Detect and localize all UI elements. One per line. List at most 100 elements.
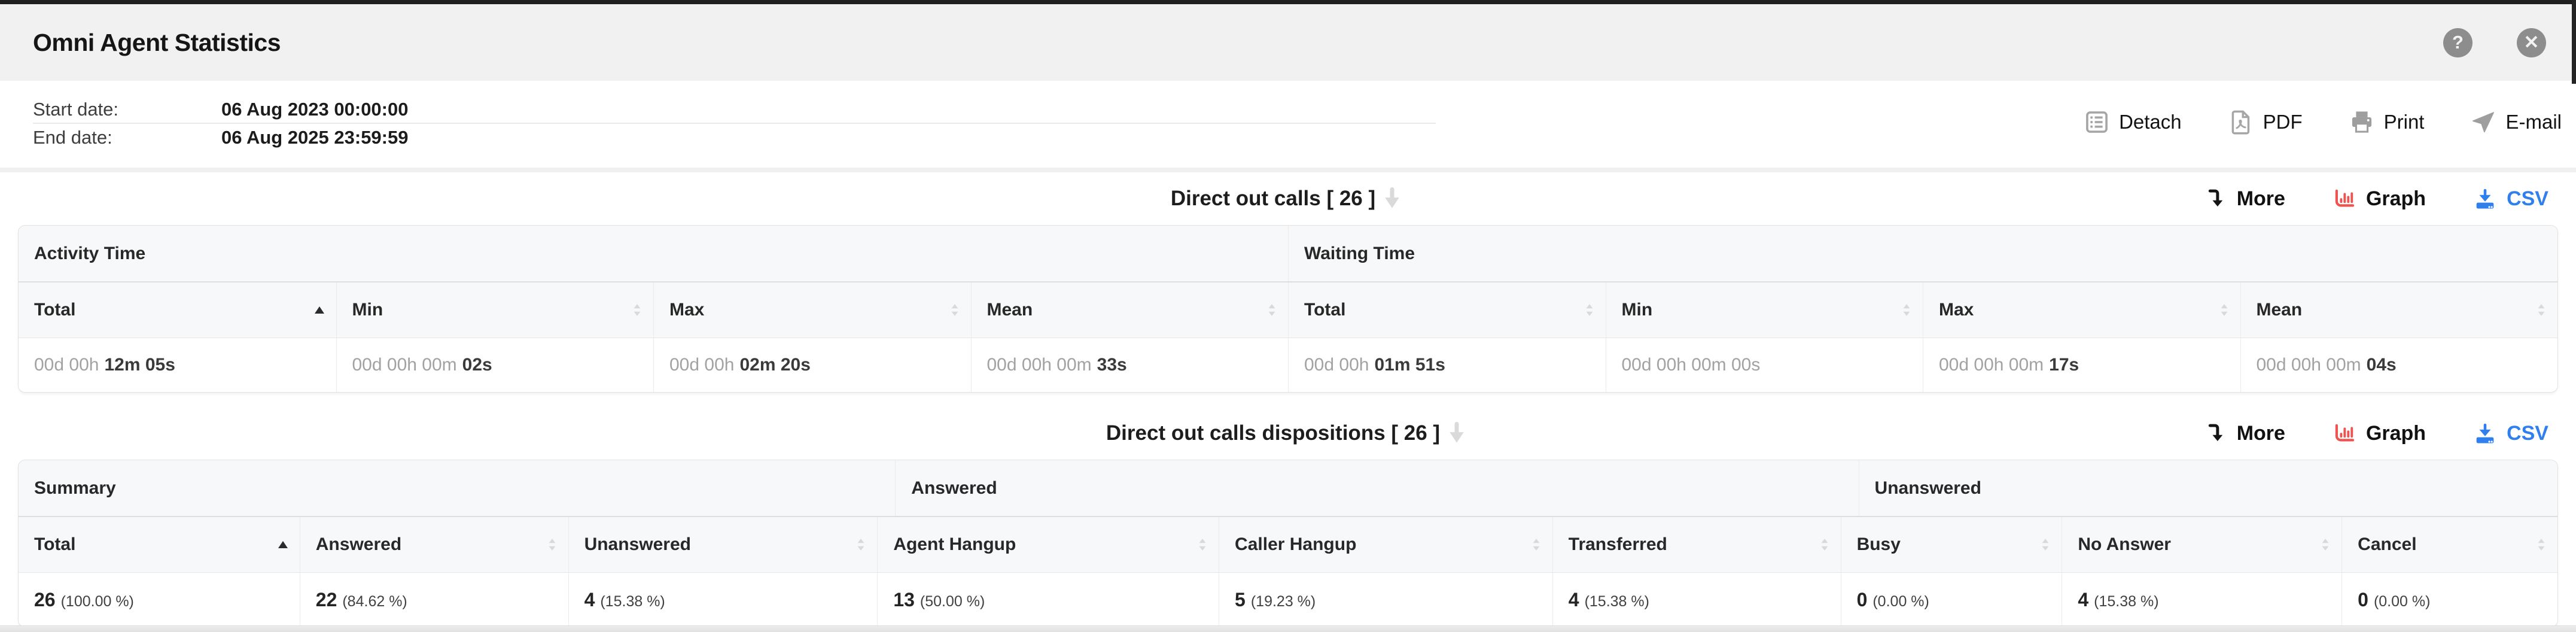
sort-icon	[2040, 537, 2051, 552]
graph-icon	[2332, 421, 2357, 446]
column-header-cancel[interactable]: Cancel	[2341, 517, 2557, 572]
window-top-edge	[0, 0, 2576, 4]
pdf-label: PDF	[2263, 111, 2303, 133]
panel-separator	[0, 168, 2576, 172]
close-icon: ✕	[2523, 32, 2540, 53]
graph-button[interactable]: Graph	[2332, 186, 2426, 211]
sort-icon	[1901, 303, 1912, 317]
more-label: More	[2236, 421, 2285, 445]
column-header-busy[interactable]: Busy	[1840, 517, 2062, 572]
start-date-label: Start date:	[33, 99, 119, 120]
print-button[interactable]: Print	[2348, 108, 2425, 136]
direct-out-calls-table: Activity Time Waiting Time Total Min Max…	[18, 225, 2558, 393]
column-header-max[interactable]: Max	[1923, 282, 2240, 338]
cell-total: 26 (100.00 %)	[34, 589, 134, 610]
cell-activity-max: 00d 00h 02m 20s	[653, 338, 971, 392]
csv-button[interactable]: CSV	[2473, 186, 2548, 211]
sort-icon	[1531, 537, 1542, 552]
column-header-mean[interactable]: Mean	[2240, 282, 2558, 338]
csv-button[interactable]: CSV	[2473, 421, 2548, 446]
cell-waiting-total: 00d 00h 01m 51s	[1288, 338, 1606, 392]
email-icon	[2473, 112, 2495, 133]
help-button[interactable]: ?	[2443, 28, 2473, 57]
cell-waiting-mean: 00d 00h 00m 04s	[2240, 338, 2558, 392]
sort-icon	[2536, 537, 2547, 552]
column-header-transferred[interactable]: Transferred	[1552, 517, 1841, 572]
column-header-caller-hangup[interactable]: Caller Hangup	[1219, 517, 1552, 572]
sort-icon	[855, 537, 866, 552]
scroll-down-arrow-icon[interactable]	[1444, 420, 1470, 446]
cell-transferred: 4 (15.38 %)	[1552, 573, 1841, 627]
end-date-value: 06 Aug 2025 23:59:59	[221, 127, 409, 148]
section-direct-out-calls-header: Direct out calls [ 26 ] More Graph CSV	[0, 172, 2576, 225]
page-title: Omni Agent Statistics	[33, 28, 281, 56]
more-icon	[2203, 186, 2228, 211]
section-dispositions-header: Direct out calls dispositions [ 26 ] Mor…	[0, 407, 2576, 460]
cell-waiting-min: 00d 00h 00m 00s	[1605, 338, 1923, 392]
csv-download-icon	[2476, 423, 2494, 443]
column-header-agent-hangup[interactable]: Agent Hangup	[877, 517, 1219, 572]
sort-asc-icon	[277, 540, 289, 549]
cell-activity-min: 00d 00h 00m 02s	[336, 338, 654, 392]
column-header-max[interactable]: Max	[653, 282, 971, 338]
column-header-total[interactable]: Total	[19, 282, 336, 338]
bottom-edge	[0, 625, 2576, 632]
end-date-label: End date:	[33, 127, 112, 148]
window-right-edge	[2572, 0, 2576, 84]
detach-icon	[2086, 111, 2108, 133]
graph-button[interactable]: Graph	[2332, 421, 2426, 446]
sort-icon	[2536, 303, 2547, 317]
detach-label: Detach	[2119, 111, 2182, 133]
csv-label: CSV	[2507, 421, 2548, 445]
table-row: 00d 00h 12m 05s 00d 00h 00m 02s 00d 00h 02m…	[19, 338, 2557, 392]
section-title: Direct out calls [ 26 ]	[1170, 187, 1376, 210]
sort-icon	[2320, 537, 2331, 552]
print-icon	[2350, 110, 2373, 133]
toolbar: Detach PDF Print E-mail	[2083, 108, 2562, 136]
sort-icon	[2219, 303, 2230, 317]
print-label: Print	[2383, 111, 2425, 133]
more-icon	[2203, 421, 2228, 446]
dispositions-table: Summary Answered Unanswered Total Answer…	[18, 460, 2558, 627]
graph-label: Graph	[2365, 421, 2426, 445]
column-header-no-answer[interactable]: No Answer	[2062, 517, 2341, 572]
close-button[interactable]: ✕	[2517, 28, 2546, 57]
graph-icon	[2332, 186, 2357, 211]
sort-icon	[1197, 537, 1208, 552]
more-button[interactable]: More	[2203, 421, 2285, 446]
column-header-mean[interactable]: Mean	[970, 282, 1289, 338]
end-date-row: End date: 06 Aug 2025 23:59:59	[33, 124, 1436, 151]
more-label: More	[2236, 187, 2285, 210]
cell-no-answer: 4 (15.38 %)	[2062, 573, 2341, 627]
email-label: E-mail	[2505, 111, 2562, 133]
sort-asc-icon	[313, 306, 325, 314]
scroll-down-arrow-icon[interactable]	[1379, 186, 1405, 212]
cell-activity-mean: 00d 00h 00m 33s	[970, 338, 1289, 392]
email-button[interactable]: E-mail	[2470, 108, 2562, 136]
sort-icon	[547, 537, 558, 552]
table-row: 26 (100.00 %) 22 (84.62 %) 4 (15.38 %) 13 (5…	[19, 573, 2557, 627]
group-answered: Answered	[895, 460, 1858, 516]
sort-icon	[1266, 303, 1277, 317]
help-icon: ?	[2452, 32, 2464, 53]
pdf-icon	[2231, 110, 2249, 135]
group-activity-time: Activity Time	[34, 243, 146, 263]
csv-download-icon	[2476, 189, 2494, 209]
detach-button[interactable]: Detach	[2083, 108, 2182, 136]
column-header-min[interactable]: Min	[336, 282, 654, 338]
column-header-unanswered[interactable]: Unanswered	[568, 517, 878, 572]
cell-unanswered: 4 (15.38 %)	[568, 573, 878, 627]
pdf-button[interactable]: PDF	[2227, 108, 2303, 136]
column-header-min[interactable]: Min	[1605, 282, 1923, 338]
section-title: Direct out calls dispositions [ 26 ]	[1106, 421, 1441, 445]
csv-label: CSV	[2507, 187, 2548, 210]
cell-cancel: 0 (0.00 %)	[2341, 573, 2557, 627]
column-header-total[interactable]: Total	[1288, 282, 1606, 338]
column-header-total[interactable]: Total	[19, 517, 300, 572]
graph-label: Graph	[2365, 187, 2426, 210]
sort-icon	[632, 303, 643, 317]
cell-waiting-max: 00d 00h 00m 17s	[1923, 338, 2240, 392]
more-button[interactable]: More	[2203, 186, 2285, 211]
column-header-answered[interactable]: Answered	[299, 517, 568, 572]
titlebar: Omni Agent Statistics ? ✕	[0, 4, 2576, 81]
